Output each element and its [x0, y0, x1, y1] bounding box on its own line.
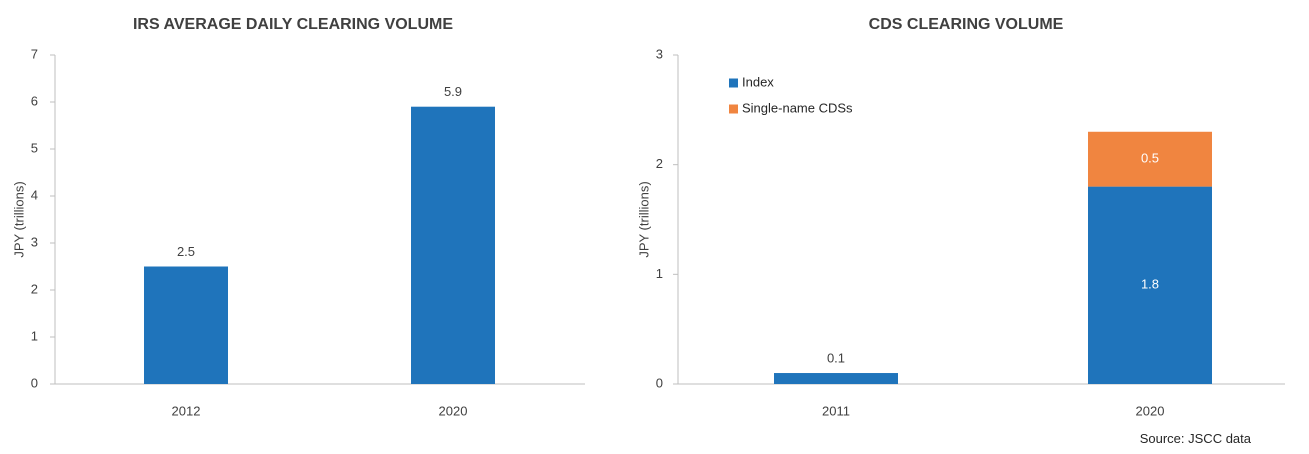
data-label: 0.1	[827, 350, 845, 365]
legend-entry: Index	[742, 74, 774, 89]
y-axis-label: JPY (trillions)	[11, 181, 26, 257]
bar-2011-index	[774, 373, 898, 384]
legend-entry: Single-name CDSs	[742, 100, 853, 115]
chart-title: CDS CLEARING VOLUME	[869, 16, 1064, 33]
y-tick-label: 6	[31, 93, 38, 108]
y-tick-label: 0	[656, 375, 663, 390]
y-tick-label: 5	[31, 140, 38, 155]
y-tick-label: 4	[31, 187, 38, 202]
bar-2020-single-name-cdss	[1088, 131, 1212, 187]
y-tick-label: 0	[31, 375, 38, 390]
y-tick-label: 2	[31, 281, 38, 296]
legend-swatch	[729, 78, 738, 88]
y-axis-label: JPY (trillions)	[636, 181, 651, 257]
data-label: 0.5	[1141, 151, 1159, 166]
x-tick-label: 2020	[439, 403, 468, 418]
x-tick-label: 2012	[172, 403, 201, 418]
data-label: 2.5	[177, 244, 195, 259]
y-tick-label: 3	[656, 46, 663, 61]
data-label: 5.9	[444, 84, 462, 99]
source-note: Source: JSCC data	[1139, 431, 1251, 446]
x-tick-label: 2011	[822, 403, 850, 418]
chart-title: IRS AVERAGE DAILY CLEARING VOLUME	[133, 16, 453, 33]
data-label: 1.8	[1141, 277, 1159, 292]
bar-2020	[411, 106, 495, 384]
bar-2020-index	[1088, 186, 1212, 384]
x-tick-label: 2020	[1136, 403, 1165, 418]
y-tick-label: 7	[31, 46, 38, 61]
y-tick-label: 3	[31, 234, 38, 249]
legend-swatch	[729, 104, 738, 114]
y-tick-label: 2	[656, 156, 663, 171]
y-tick-label: 1	[656, 266, 663, 281]
y-tick-label: 1	[31, 328, 38, 343]
bar-2012	[144, 266, 228, 384]
